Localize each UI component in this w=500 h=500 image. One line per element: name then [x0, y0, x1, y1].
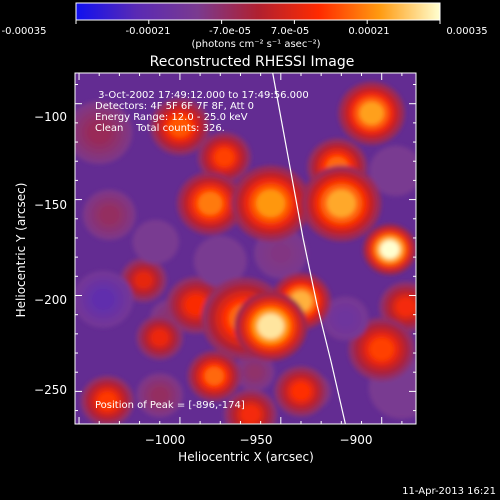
colorbar-ticks [75, 20, 441, 24]
colorbar: -0.00035 -0.00021 -7.0e-05 7.0e-05 0.000… [2, 2, 488, 50]
heatmap-contour [240, 405, 261, 424]
heatmap-contour [92, 288, 115, 310]
heatmap-contour [386, 161, 406, 181]
y-tick-label-0: −100 [34, 110, 67, 124]
heatmap-contour [198, 191, 223, 215]
heatmap-contour [291, 382, 311, 401]
heatmap-blob-9 [224, 389, 278, 424]
heatmap-blob-19 [348, 317, 415, 381]
colorbar-tick-label-1: -0.00021 [126, 26, 171, 37]
colorbar-tick-label-4: 0.00021 [348, 26, 389, 37]
heatmap-contour [210, 251, 230, 271]
heatmap-contour [256, 189, 286, 218]
heatmap-contour [396, 297, 416, 317]
heatmap-blob-7 [136, 315, 183, 360]
axis-ticks [75, 73, 416, 424]
colorbar-unit-label: (photons cm⁻² s⁻¹ asec⁻²) [191, 39, 320, 50]
heatmap-contour [169, 116, 191, 138]
heatmap-blob-5 [120, 258, 167, 303]
heatmap-contour [389, 376, 414, 400]
heatmap-contour [204, 366, 224, 386]
annotation-time: 3-Oct-2002 17:49:12.000 to 17:49:56.000 [95, 90, 309, 101]
heatmap-blob-28 [338, 81, 405, 145]
heatmap-contour [369, 337, 394, 361]
heatmap-contour [99, 205, 119, 225]
y-axis: −100 −150 −200 −250 Heliocentric Y (arcs… [14, 110, 67, 397]
heatmap-blob-14 [193, 235, 247, 287]
plot-area: 3-Oct-2002 17:49:12.000 to 17:49:56.000 … [74, 72, 417, 425]
heatmap-blob-32 [363, 224, 416, 275]
heatmap-contour [359, 101, 384, 125]
heatmap-contour [185, 294, 207, 316]
heatmap-blob-18 [197, 132, 251, 183]
y-tick-label-3: −250 [34, 383, 67, 397]
annotation-energy: Energy Range: 12.0 - 25.0 keV [95, 112, 248, 123]
colorbar-tick-label-2: -7.0e-05 [209, 26, 251, 37]
x-axis: −1000 −950 −900 Heliocentric X (arcsec) [145, 433, 373, 464]
plot-frame [74, 72, 417, 425]
heatmap-contour [147, 233, 165, 250]
colorbar-tick-label-0: -0.00035 [2, 26, 47, 37]
colorbar-tick-label-5: 0.00035 [446, 26, 487, 37]
heatmap-contour [257, 313, 285, 339]
heatmap-blob-4 [234, 353, 275, 392]
heatmap-blobs [75, 81, 416, 424]
heatmap-blob-25 [177, 171, 244, 235]
plot-title: Reconstructed RHESSI Image [150, 54, 355, 70]
heatmap-blob-24 [187, 350, 241, 402]
x-axis-label: Heliocentric X (arcsec) [178, 450, 314, 464]
heatmap-blob-20 [150, 98, 210, 156]
heatmap-blob-27 [231, 165, 311, 242]
y-axis-label: Heliocentric Y (arcsec) [14, 183, 28, 318]
x-tick-label-1: −950 [240, 433, 273, 447]
heatmap-contour [135, 272, 153, 289]
heatmap-blob-13 [132, 219, 179, 264]
heatmap-blob-29 [301, 165, 382, 242]
heatmap-blob-12 [274, 366, 328, 417]
heatmap-contour [97, 391, 117, 411]
heatmap-contour [87, 120, 112, 144]
heatmap-blob-0 [75, 101, 133, 164]
footer-date: 11-Apr-2013 16:21 [402, 486, 496, 497]
x-tick-label-2: −900 [340, 433, 373, 447]
heatmap-canvas [75, 73, 416, 424]
annotation-detectors: Detectors: 4F 5F 6F 7F 8F, Att 0 [95, 101, 254, 112]
heatmap-contour [336, 310, 354, 327]
heatmap-blob-31 [234, 291, 308, 361]
colorbar-tick-label-3: 7.0e-05 [271, 26, 309, 37]
heatmap-blob-3 [136, 373, 183, 418]
heatmap-contour [247, 365, 262, 380]
peak-position-label: Position of Peak = [-896,-174] [95, 400, 245, 411]
y-tick-label-1: −150 [34, 198, 67, 212]
heatmap-contour [326, 189, 356, 218]
heatmap-blob-1 [82, 189, 136, 241]
heatmap-blob-16 [369, 145, 416, 196]
heatmap-blob-26 [75, 271, 134, 328]
heatmap-blob-17 [80, 375, 134, 424]
heatmap-contour [151, 329, 169, 346]
annotation-counts: Clean Total counts: 326. [95, 123, 225, 134]
heatmap-blob-21 [322, 296, 369, 341]
heatmap-contour [214, 148, 234, 167]
x-tick-label-0: −1000 [145, 433, 186, 447]
colorbar-strip [75, 2, 441, 21]
heatmap-contour [380, 240, 400, 259]
heatmap-contour [271, 244, 291, 263]
heatmap-contour [151, 387, 169, 404]
solar-limb-curve [272, 73, 346, 424]
y-tick-label-2: −200 [34, 293, 67, 307]
